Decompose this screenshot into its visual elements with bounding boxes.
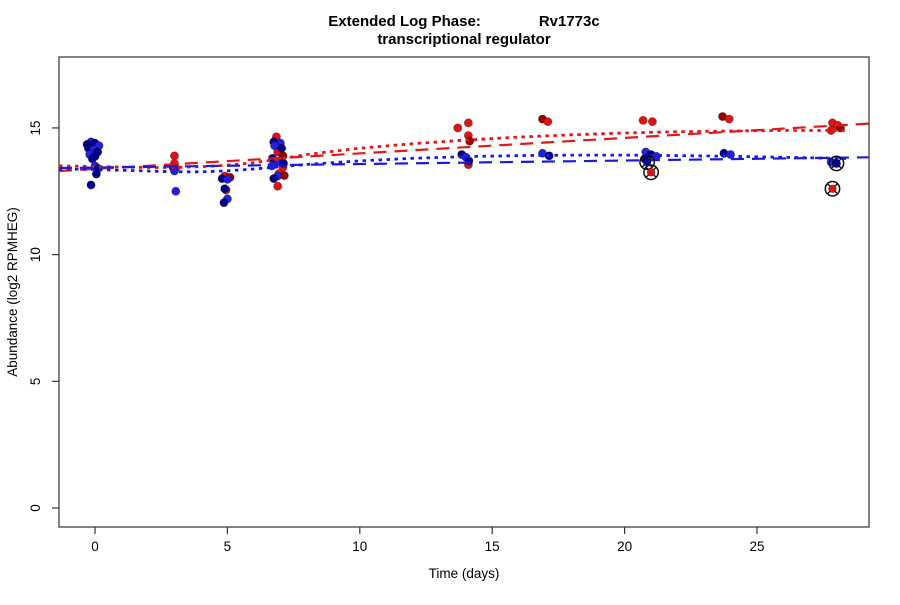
flagged-outliers-layer <box>639 154 845 197</box>
data-point-blue-condition <box>86 180 96 190</box>
flag-point <box>646 167 656 177</box>
y-tick-label: 0 <box>28 504 43 512</box>
chart-subtitle: transcriptional regulator <box>377 31 551 48</box>
y-tick-label: 15 <box>28 120 43 135</box>
trend-lines-layer <box>58 122 870 174</box>
x-tick-label: 20 <box>617 539 632 554</box>
data-point-blue-condition <box>269 174 279 184</box>
data-point-red-condition <box>724 114 734 124</box>
x-tick-label: 25 <box>749 539 764 554</box>
x-tick-label: 10 <box>352 539 367 554</box>
y-tick-label: 10 <box>28 247 43 262</box>
flag-point <box>832 159 841 168</box>
data-point-blue-condition <box>222 174 232 184</box>
flag-ring <box>824 180 841 197</box>
x-axis-label: Time (days) <box>429 566 500 581</box>
data-point-red-condition <box>543 117 553 127</box>
y-tick-label: 5 <box>28 378 43 386</box>
y-axis-ticks: 0 5 10 15 <box>28 120 59 512</box>
trend-line-blue-linear-dashed <box>58 156 870 170</box>
data-point-blue-condition <box>464 156 474 166</box>
data-point-red-condition <box>647 117 657 127</box>
data-point-blue-condition <box>220 184 230 194</box>
chart-title-gene: Rv1773c <box>539 13 600 30</box>
flagged-outlier-marker <box>828 155 845 172</box>
flag-ring <box>643 164 660 181</box>
chart-title: Extended Log Phase: Rv1773c <box>328 13 599 30</box>
data-point-red-condition <box>169 151 179 161</box>
data-point-blue-condition <box>219 198 229 208</box>
data-point-red-condition <box>638 115 648 125</box>
flag-ring <box>828 155 845 172</box>
data-points-layer <box>82 112 845 208</box>
data-point-blue-condition <box>91 169 101 179</box>
flagged-outlier-marker <box>643 164 660 181</box>
trend-line-blue-smooth-dotted <box>58 153 850 174</box>
data-point-blue-condition <box>277 143 287 153</box>
y-axis-label: Abundance (log2 RPMHEG) <box>5 207 20 377</box>
data-point-red-condition <box>273 181 283 191</box>
flag-ring <box>639 154 656 171</box>
data-point-red-condition <box>463 118 473 128</box>
trend-line-red-linear-dashed <box>58 122 870 173</box>
plot-border <box>58 56 870 528</box>
x-tick-label: 0 <box>91 539 99 554</box>
data-point-red-condition <box>453 123 463 133</box>
data-point-blue-condition <box>171 186 181 196</box>
flagged-outlier-marker <box>824 180 841 197</box>
flag-point <box>828 184 837 194</box>
x-axis-ticks: 0 5 10 15 20 25 <box>91 527 765 554</box>
flagged-outlier-marker <box>639 154 656 171</box>
x-tick-label: 15 <box>485 539 500 554</box>
x-tick-label: 5 <box>224 539 232 554</box>
chart-title-main: Extended Log Phase: <box>328 13 481 30</box>
